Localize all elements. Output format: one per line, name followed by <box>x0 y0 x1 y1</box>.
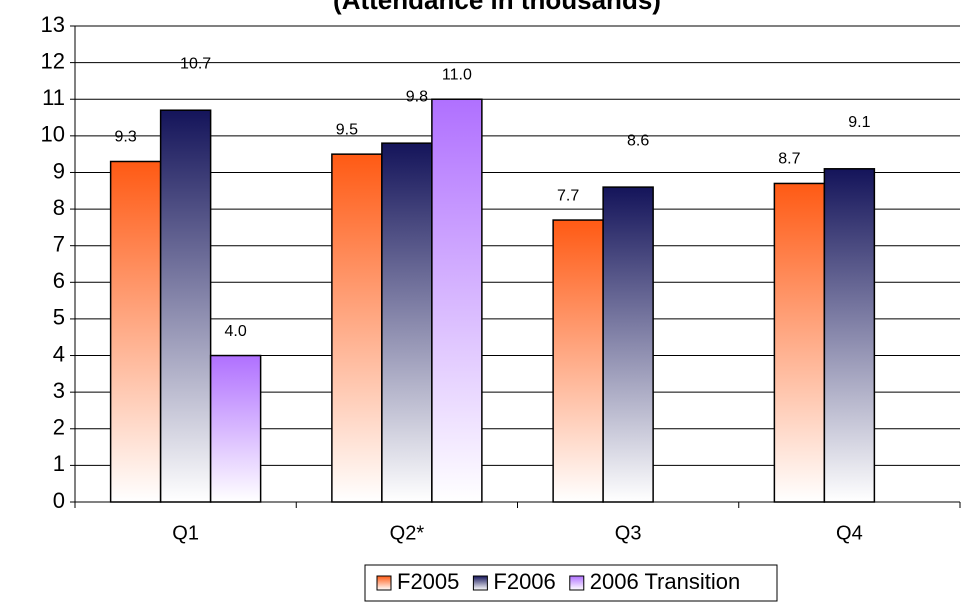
y-tick-label: 0 <box>53 488 65 513</box>
bar <box>109 160 162 503</box>
bar <box>602 186 654 503</box>
value-label: 4.0 <box>225 323 247 340</box>
y-tick-label: 13 <box>41 12 65 37</box>
y-tick-label: 6 <box>53 268 65 293</box>
bar <box>209 354 262 503</box>
value-label: 10.7 <box>180 55 211 72</box>
bar <box>552 219 604 503</box>
y-tick-label: 10 <box>41 122 65 147</box>
x-tick-label: Q3 <box>615 522 642 544</box>
y-tick-label: 1 <box>53 451 65 476</box>
chart-title: (Attendance in thousands) <box>333 0 661 15</box>
y-tick-label: 3 <box>53 378 65 403</box>
y-tick-label: 12 <box>41 48 65 73</box>
value-label: 11.0 <box>442 66 472 83</box>
bar <box>773 182 826 503</box>
x-tick-label: Q4 <box>836 522 863 544</box>
legend-swatch <box>472 575 488 591</box>
y-tick-label: 8 <box>53 195 65 220</box>
value-label: 7.7 <box>557 187 579 204</box>
y-tick-label: 5 <box>53 305 65 330</box>
legend-swatch <box>376 575 392 591</box>
legend-swatch <box>569 575 585 591</box>
x-tick-label: Q1 <box>172 522 199 544</box>
value-label: 9.3 <box>115 129 137 146</box>
bar <box>381 142 433 503</box>
value-label: 9.1 <box>848 114 870 131</box>
legend-label: F2006 <box>493 569 555 594</box>
value-label: 8.7 <box>778 151 800 168</box>
legend-label: F2005 <box>397 569 459 594</box>
value-label: 8.6 <box>627 132 649 149</box>
value-label: 9.8 <box>406 88 428 105</box>
y-tick-label: 2 <box>53 415 65 440</box>
x-tick-label: Q2* <box>390 522 425 544</box>
bar <box>331 153 383 503</box>
y-tick-label: 9 <box>53 158 65 183</box>
legend-label: 2006 Transition <box>590 569 740 594</box>
y-tick-label: 11 <box>42 85 65 110</box>
y-tick-label: 4 <box>53 341 65 366</box>
bar <box>431 98 483 503</box>
bar <box>159 109 212 503</box>
value-label: 9.5 <box>336 121 358 138</box>
bar <box>823 168 876 503</box>
y-tick-label: 7 <box>53 232 65 257</box>
